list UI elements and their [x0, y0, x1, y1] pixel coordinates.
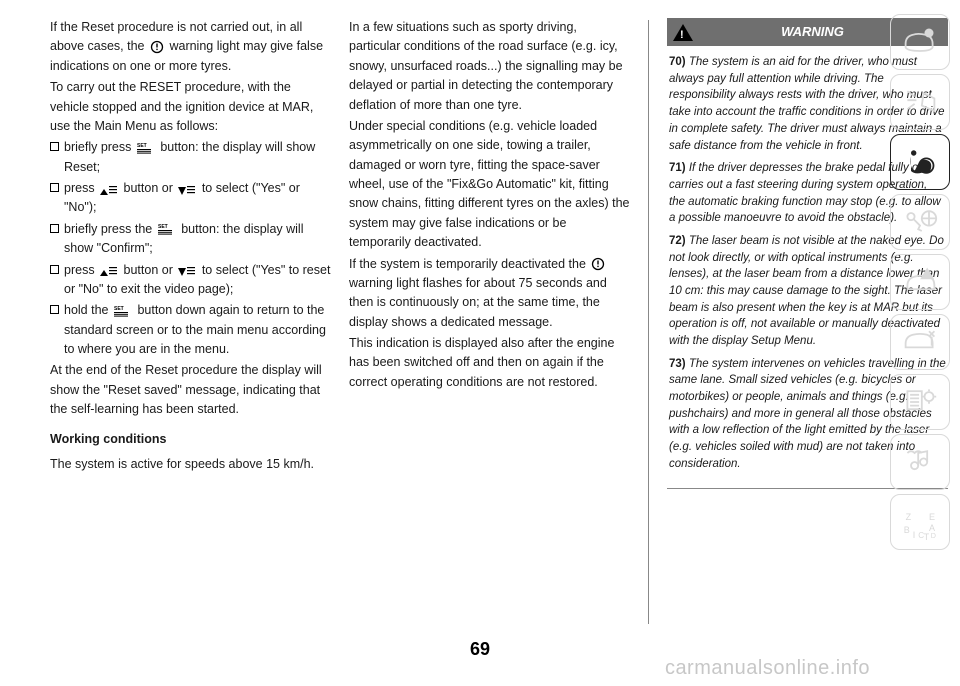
svg-text:E: E	[929, 512, 935, 522]
svg-text:SET: SET	[114, 306, 124, 312]
tab-service-icon[interactable]	[890, 314, 950, 370]
para: In a few situations such as sporty drivi…	[349, 18, 630, 115]
para: To carry out the RESET procedure, with t…	[50, 78, 331, 136]
set-button-icon: SET	[114, 305, 132, 317]
para: At the end of the Reset procedure the di…	[50, 361, 331, 419]
svg-text:Z: Z	[906, 512, 912, 522]
bullet-item: briefly press the SET button: the displa…	[50, 220, 331, 259]
up-button-icon	[100, 264, 118, 276]
warning-circle-icon	[591, 257, 605, 271]
warning-triangle-icon	[673, 24, 693, 41]
tab-airbag-icon[interactable]	[890, 134, 950, 190]
up-button-icon	[100, 183, 118, 195]
watermark: carmanualsonline.info	[665, 657, 870, 680]
para: If the Reset procedure is not carried ou…	[50, 18, 331, 76]
tab-key-steering-icon[interactable]	[890, 194, 950, 250]
set-button-icon: SET	[137, 142, 155, 154]
bullet-item: briefly press SET button: the display wi…	[50, 138, 331, 177]
bullet-item: press button or to select ("Yes" to rese…	[50, 261, 331, 300]
para: This indication is displayed also after …	[349, 334, 630, 392]
down-button-icon	[178, 183, 196, 195]
set-button-icon: SET	[158, 223, 176, 235]
column-1: If the Reset procedure is not carried ou…	[50, 18, 331, 628]
tab-info-icon[interactable]: i	[890, 14, 950, 70]
column-2: In a few situations such as sporty drivi…	[349, 18, 630, 628]
bullet-item: press button or to select ("Yes" or "No"…	[50, 179, 331, 218]
subheading: Working conditions	[50, 430, 331, 449]
svg-text:B: B	[904, 525, 910, 535]
tab-lights-icon[interactable]	[890, 74, 950, 130]
page-content: If the Reset procedure is not carried ou…	[0, 0, 960, 640]
para: If the system is temporarily deactivated…	[349, 255, 630, 333]
tab-alphabet-icon[interactable]: ZEBADICT	[890, 494, 950, 550]
svg-text:T: T	[924, 532, 930, 540]
svg-text:I: I	[913, 530, 916, 540]
svg-text:SET: SET	[158, 224, 168, 230]
tab-media-icon[interactable]	[890, 434, 950, 490]
page-number: 69	[470, 639, 490, 660]
para: Under special conditions (e.g. vehicle l…	[349, 117, 630, 253]
svg-text:SET: SET	[137, 143, 147, 149]
tab-settings-list-icon[interactable]	[890, 374, 950, 430]
sidebar-tabs: i ZEBADICT	[890, 14, 950, 550]
svg-text:D: D	[931, 531, 936, 540]
tab-warning-car-icon[interactable]	[890, 254, 950, 310]
down-button-icon	[178, 264, 196, 276]
column-divider	[648, 20, 649, 624]
para: The system is active for speeds above 15…	[50, 455, 331, 474]
bullet-item: hold the SET button down again to return…	[50, 301, 331, 359]
warning-circle-icon	[150, 40, 164, 54]
